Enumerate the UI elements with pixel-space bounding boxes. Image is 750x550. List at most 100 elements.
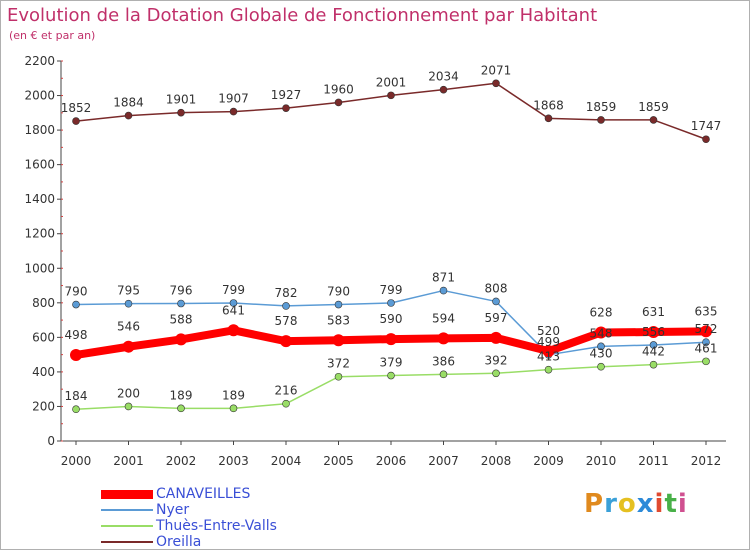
data-label: 782 [275,286,298,300]
data-label: 430 [590,347,613,361]
data-point [177,108,185,117]
data-label: 189 [170,388,193,402]
data-point [282,104,290,112]
data-label: 546 [117,320,140,334]
data-label: 1859 [586,100,617,114]
data-label: 498 [65,328,88,342]
legend-label: Thuès-Entre-Valls [156,518,277,534]
data-point [544,365,553,374]
data-label: 2071 [481,63,512,77]
y-tick-label: 200 [32,399,55,413]
data-label: 628 [590,306,613,320]
data-label: 583 [327,313,350,327]
data-point [124,402,133,411]
data-label: 386 [432,354,455,368]
data-point [334,372,343,381]
data-label: 379 [380,356,403,370]
data-label: 799 [380,283,403,297]
data-point [280,335,292,348]
data-point [229,107,238,116]
y-tick-label: 2000 [24,89,55,103]
data-point [439,85,448,94]
data-point [72,405,80,414]
data-point [229,299,238,307]
data-label: 790 [327,285,350,299]
data-label: 790 [65,285,88,299]
x-tick-label: 2003 [218,454,249,468]
data-label: 216 [275,384,298,398]
y-tick-label: 600 [32,330,55,344]
legend-label: Oreilla [156,534,202,550]
data-point [387,91,395,100]
data-point [122,340,135,353]
data-point [649,360,658,369]
data-point [595,326,607,339]
data-point [649,341,658,349]
data-label: 1960 [323,82,354,96]
data-label: 1884 [113,96,144,110]
data-label: 1868 [533,98,564,112]
data-point [387,371,395,380]
data-point [385,333,397,346]
data-point [597,362,605,371]
data-label: 795 [117,284,140,298]
data-point [700,325,712,338]
legend-swatch [101,541,153,543]
x-tick-label: 2001 [113,454,144,468]
data-point [334,98,343,107]
data-point [175,333,187,346]
data-label: 590 [380,312,403,326]
data-label: 520 [537,324,560,338]
data-label: 1859 [638,100,669,114]
data-point [334,300,343,309]
data-point [492,79,500,88]
data-label: 556 [642,325,665,339]
x-tick-label: 2006 [376,454,407,468]
data-point [282,399,290,408]
data-label: 588 [170,312,193,326]
x-tick-label: 2011 [638,454,669,468]
data-label: 461 [695,341,718,355]
data-label: 548 [590,326,613,340]
x-tick-label: 2004 [271,454,302,468]
data-point [702,357,710,366]
data-label: 635 [695,304,718,318]
y-tick-label: 800 [32,296,55,310]
x-tick-label: 2008 [481,454,512,468]
legend-label: CANAVEILLES [156,486,251,502]
data-point [492,297,500,306]
data-point [490,331,502,344]
data-point [439,370,448,379]
data-point [542,345,555,358]
data-label: 597 [485,311,508,325]
data-label: 372 [327,357,350,371]
chart-subtitle: (en € et par an) [9,29,96,42]
x-tick-label: 2009 [533,454,564,468]
data-label: 796 [170,284,193,298]
data-label: 871 [432,271,455,285]
data-label: 572 [695,322,718,336]
data-label: 594 [432,311,455,325]
data-point [544,114,553,123]
data-point [647,326,660,339]
data-point [439,286,448,295]
data-point [597,116,605,124]
data-label: 413 [537,350,560,364]
data-point [702,135,710,144]
legend-swatch [101,509,153,511]
data-label: 1852 [61,101,92,115]
data-label: 578 [275,314,298,328]
data-label: 631 [642,305,665,319]
data-point [702,338,710,347]
y-tick-label: 1200 [24,227,55,241]
data-label: 2001 [376,75,407,89]
data-point [597,342,605,351]
y-tick-label: 1400 [24,192,55,206]
x-tick-label: 2005 [323,454,354,468]
data-point [124,299,133,308]
legend-swatch [101,525,153,527]
data-label: 184 [65,389,88,403]
data-point [229,404,238,413]
data-label: 641 [222,303,245,317]
